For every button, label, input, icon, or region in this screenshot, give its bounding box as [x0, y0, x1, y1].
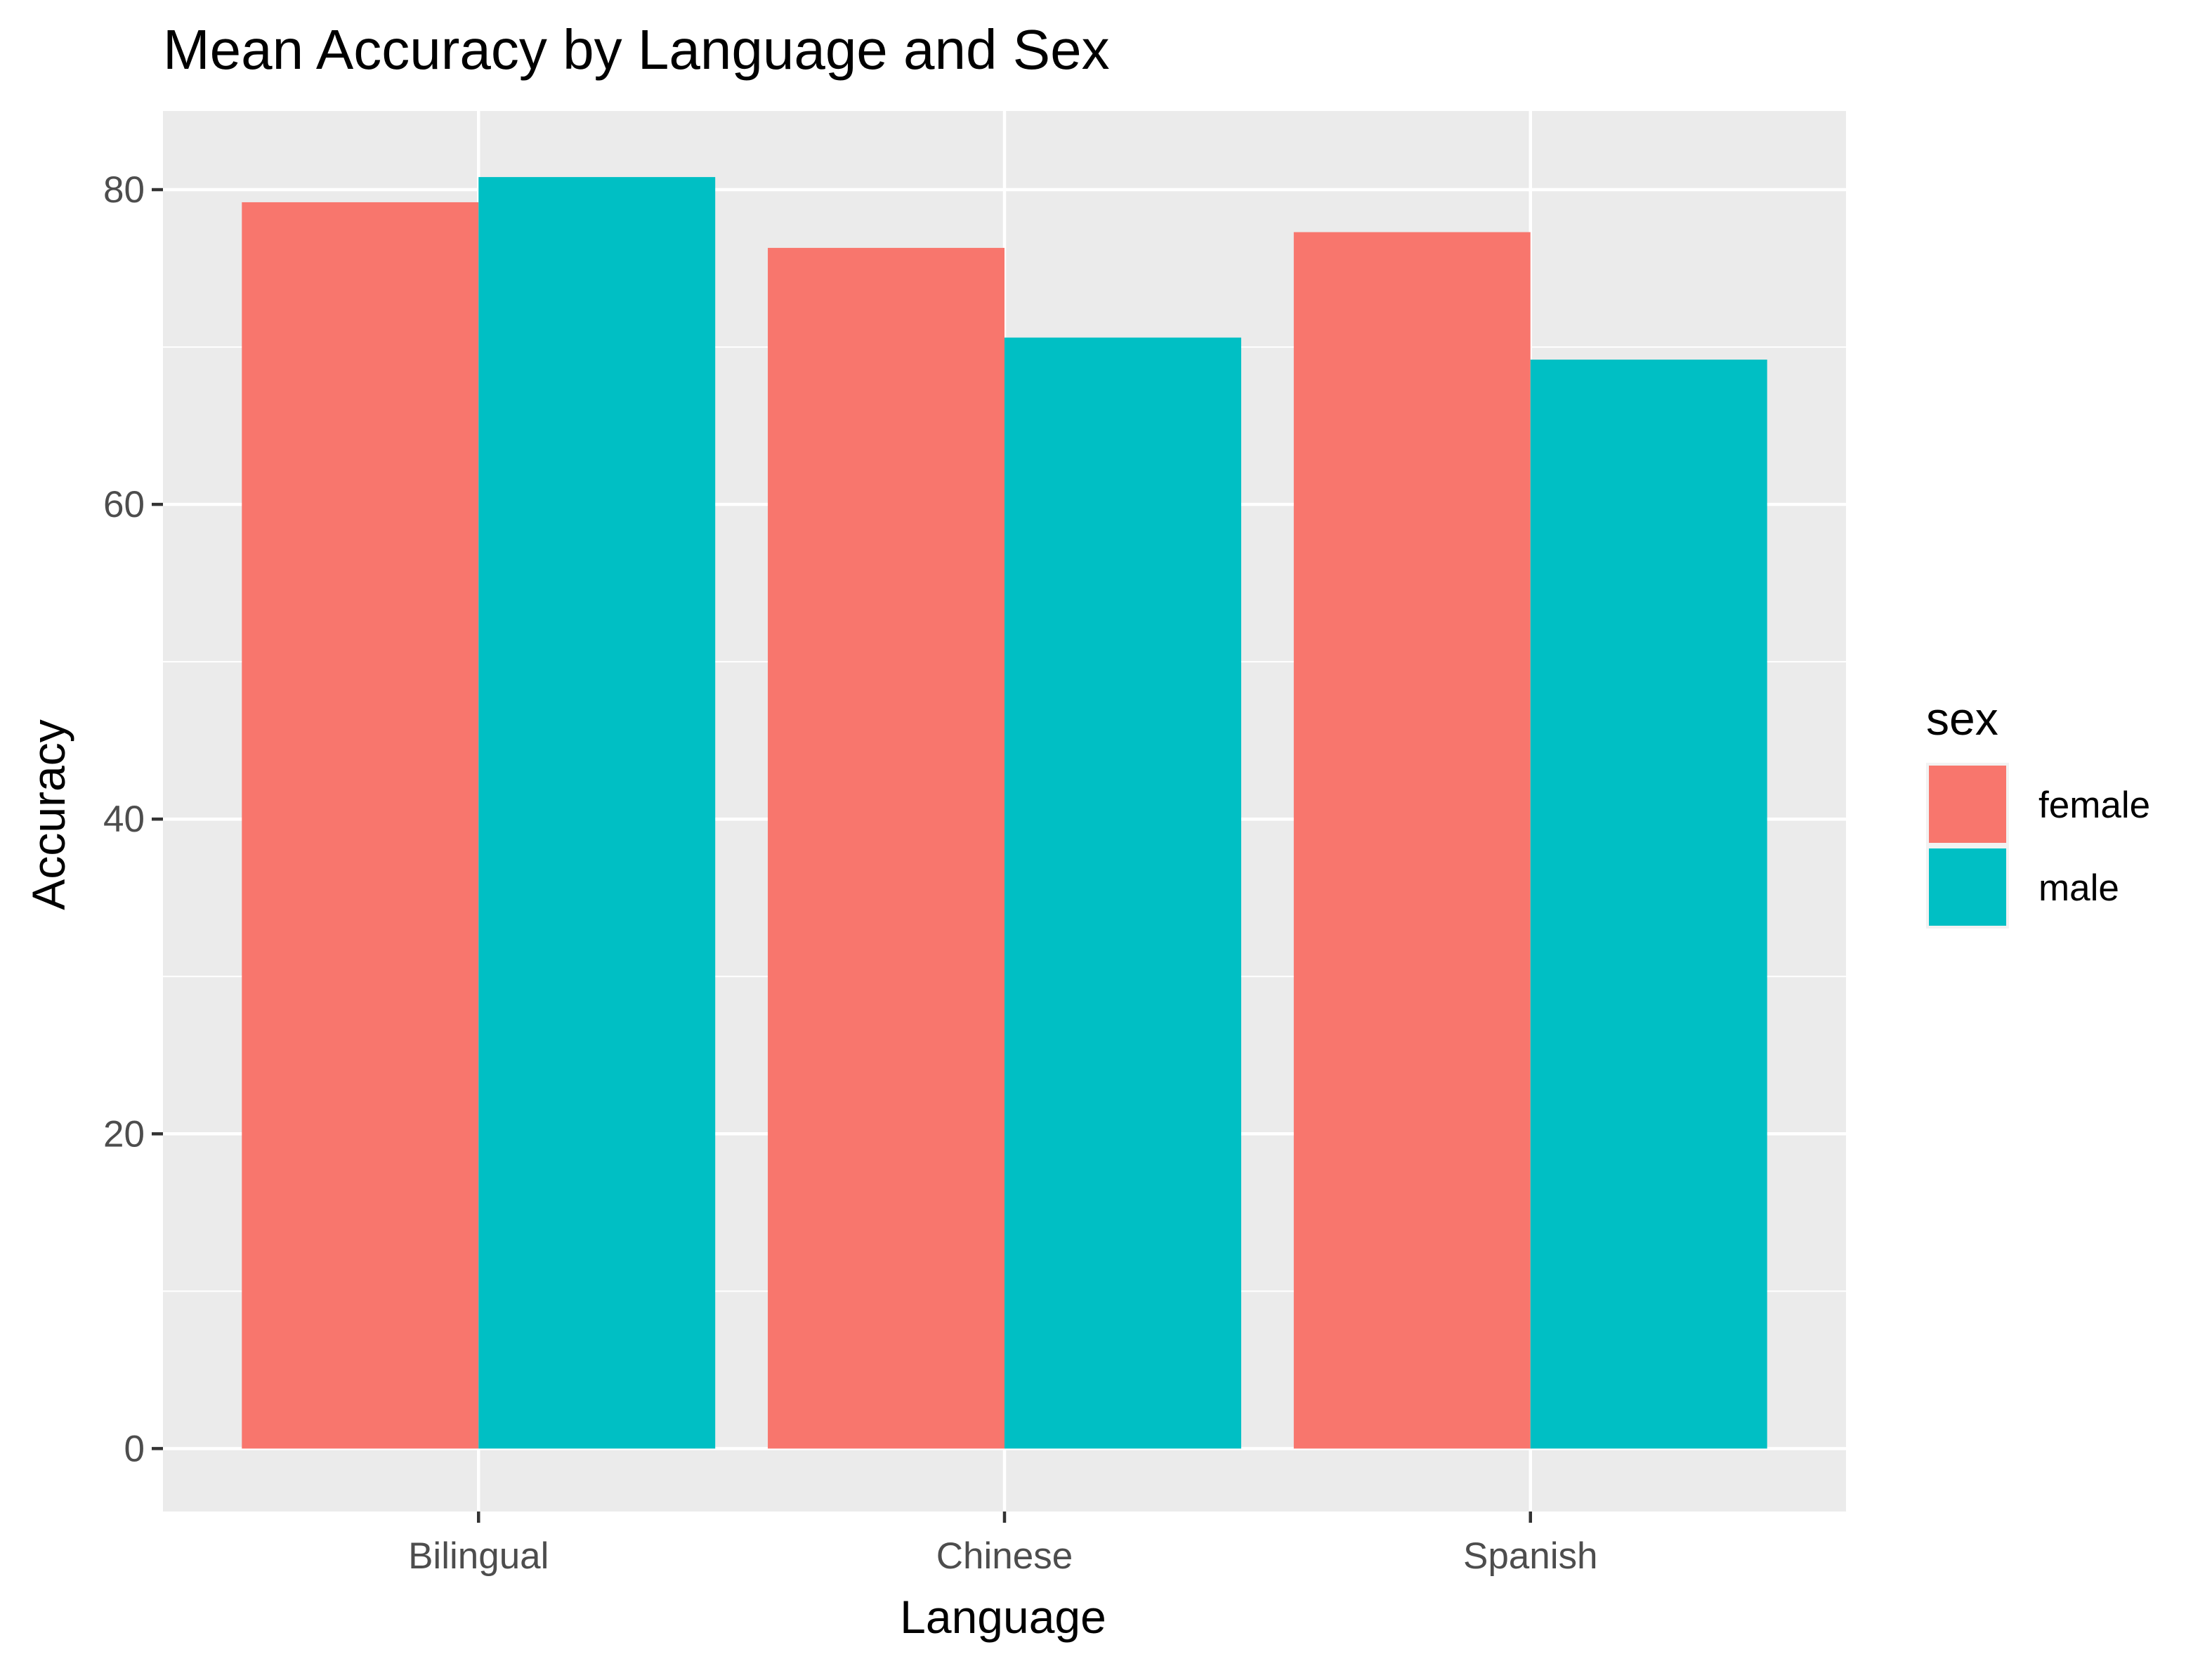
y-axis-title: Accuracy — [22, 719, 74, 910]
x-tick-label: Spanish — [1463, 1535, 1598, 1577]
bar-female-bilingual — [242, 202, 479, 1449]
y-tick-label: 60 — [103, 484, 145, 525]
legend-label-male: male — [2038, 867, 2119, 909]
y-tick-label: 20 — [103, 1113, 145, 1155]
legend-swatch-male — [1929, 848, 2006, 926]
legend-items: female male — [1926, 763, 2150, 929]
legend-label-female: female — [2038, 785, 2150, 826]
y-tick-label: 80 — [103, 169, 145, 211]
bar-male-spanish — [1530, 359, 1767, 1449]
legend-swatch-female — [1929, 766, 2006, 843]
x-axis: Bilingual Chinese Spanish — [408, 1512, 1598, 1577]
y-tick-label: 40 — [103, 799, 145, 840]
x-axis-title: Language — [900, 1591, 1106, 1643]
legend-title: sex — [1926, 693, 1998, 745]
bar-male-chinese — [1004, 337, 1241, 1449]
bar-female-spanish — [1293, 232, 1531, 1449]
y-tick-label: 0 — [124, 1428, 145, 1469]
x-tick-label: Chinese — [936, 1535, 1073, 1577]
bar-male-bilingual — [478, 177, 716, 1449]
y-axis: 0 20 40 60 80 — [103, 169, 163, 1469]
legend: sex female male — [1926, 693, 2150, 929]
bar-female-chinese — [768, 247, 1004, 1449]
chart-title: Mean Accuracy by Language and Sex — [163, 18, 1110, 81]
bars — [242, 177, 1767, 1449]
x-tick-label: Bilingual — [408, 1535, 549, 1577]
